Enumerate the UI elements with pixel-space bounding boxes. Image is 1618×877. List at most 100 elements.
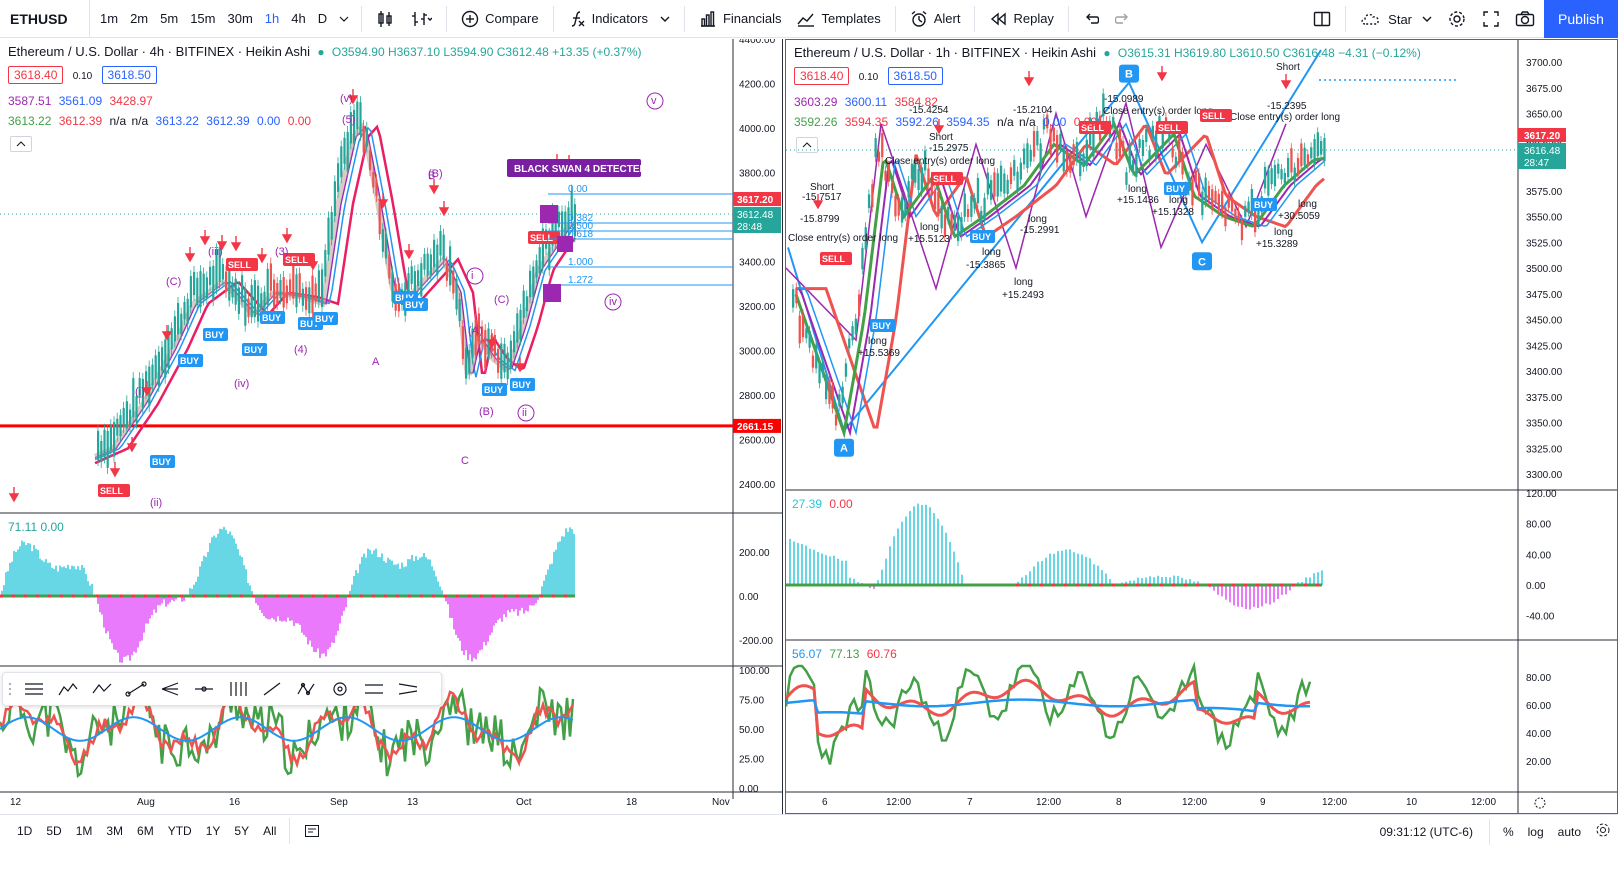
order-annotation: Short [929, 132, 953, 143]
right-sell-button[interactable]: 3618.40 [794, 67, 850, 85]
gear-icon[interactable] [1534, 797, 1546, 809]
candle [1151, 125, 1154, 137]
alert-button[interactable]: Alert [902, 0, 969, 38]
candle [263, 291, 266, 308]
buy-badge [178, 354, 203, 367]
candle [1207, 185, 1211, 201]
candle [247, 298, 250, 318]
percent-toggle[interactable]: % [1502, 824, 1514, 839]
candle [413, 271, 416, 292]
ind-value: 3600.11 [844, 95, 888, 109]
candle [298, 273, 301, 298]
time-tick: 12:00 [1471, 797, 1496, 808]
range-5y[interactable]: 5Y [234, 824, 250, 838]
templates-button[interactable]: Templates [789, 0, 888, 38]
calendar-range-icon [305, 825, 320, 837]
abc-wave-tool[interactable] [85, 672, 119, 706]
timeframe-1m[interactable]: 1m [100, 11, 119, 26]
price-tick: 2400.00 [739, 480, 776, 491]
candle [177, 302, 180, 335]
candle [1263, 166, 1267, 189]
fib-tool[interactable] [221, 672, 255, 706]
signal-label: SELL [1081, 123, 1105, 133]
symbol-search[interactable]: ETHUSD [0, 0, 90, 38]
range-all[interactable]: All [263, 824, 277, 838]
snapshot-button[interactable] [1508, 0, 1542, 38]
log-toggle[interactable]: log [1527, 824, 1544, 839]
timeframe-dropdown[interactable] [333, 0, 355, 38]
candle [1032, 131, 1036, 157]
settings-button[interactable] [1440, 0, 1474, 38]
timeframe-30m[interactable]: 30m [227, 11, 253, 26]
star-button[interactable]: Star [1352, 0, 1440, 38]
timeframe-15m[interactable]: 15m [190, 11, 216, 26]
collapse-legend-button[interactable] [796, 137, 818, 153]
fork-tool[interactable] [153, 672, 187, 706]
left-chart-canvas[interactable]: 4400.004200.004000.003800.003600.003400.… [0, 39, 783, 814]
financials-button[interactable]: Financials [691, 0, 790, 38]
range-ytd[interactable]: YTD [167, 824, 192, 838]
parallel-channel-tool[interactable] [357, 672, 391, 706]
candle [407, 273, 410, 302]
range-5d[interactable]: 5D [46, 824, 62, 838]
timeframe-4h[interactable]: 4h [291, 11, 306, 26]
replay-button[interactable]: Replay [981, 0, 1061, 38]
range-1d[interactable]: 1D [17, 824, 33, 838]
heikin-button[interactable] [402, 0, 440, 38]
auto-toggle[interactable]: auto [1557, 824, 1581, 839]
redo-button[interactable] [1107, 0, 1139, 38]
indicators-button[interactable]: Indicators [560, 0, 678, 38]
candle [253, 280, 256, 317]
layout-button[interactable] [1305, 0, 1339, 38]
range-1m[interactable]: 1M [75, 824, 93, 838]
moving-average-line [796, 124, 1325, 429]
bar-style-button[interactable] [368, 0, 402, 38]
right-buy-button[interactable]: 3618.50 [887, 67, 943, 85]
horizontal-line-tool[interactable] [187, 672, 221, 706]
collapse-legend-button[interactable] [10, 136, 32, 152]
candle [346, 131, 349, 172]
candle [525, 296, 528, 312]
range-3m[interactable]: 3M [106, 824, 124, 838]
timeframe-1h[interactable]: 1h [264, 11, 280, 26]
sell-badge [1079, 121, 1111, 134]
cycle-tool[interactable] [323, 672, 357, 706]
candle [874, 138, 877, 158]
undo-button[interactable] [1075, 0, 1107, 38]
chart-settings-button[interactable] [1588, 822, 1618, 841]
disjoint-channel-tool[interactable] [391, 672, 425, 706]
range-6m[interactable]: 6M [137, 824, 154, 838]
pattern-tool[interactable] [289, 672, 323, 706]
fib-label: 0.00 [568, 184, 588, 195]
range-1y[interactable]: 1Y [205, 824, 221, 838]
signal-label: SELL [1202, 111, 1226, 121]
candle [831, 384, 834, 409]
timeframe-D[interactable]: D [317, 11, 328, 26]
drag-handle[interactable] [3, 672, 17, 706]
right-chart[interactable]: 3700.003675.003650.003625.003600.003575.… [785, 39, 1618, 814]
timeframe-5m[interactable]: 5m [160, 11, 179, 26]
compare-button[interactable]: Compare [453, 0, 546, 38]
candle [798, 315, 801, 344]
sell-badge [98, 484, 130, 497]
candle [1313, 139, 1316, 165]
goto-date-button[interactable] [296, 823, 328, 839]
timeframe-2m[interactable]: 2m [130, 11, 149, 26]
candle [237, 287, 240, 314]
time-tick: 8 [1116, 797, 1122, 808]
left-sell-button[interactable]: 3618.40 [8, 66, 64, 84]
fullscreen-button[interactable] [1474, 0, 1508, 38]
clock[interactable]: 09:31:12 (UTC-6) [1379, 824, 1473, 839]
cursor-tool[interactable] [17, 672, 51, 706]
buy-badge [203, 328, 228, 341]
trend-line-tool[interactable] [119, 672, 153, 706]
candle [914, 162, 917, 183]
publish-button[interactable]: Publish [1544, 0, 1618, 38]
left-buy-button[interactable]: 3618.50 [101, 66, 157, 84]
elliott-wave-tool[interactable] [51, 672, 85, 706]
cloud-icon [1361, 13, 1380, 25]
right-chart-canvas[interactable]: 3700.003675.003650.003625.003600.003575.… [786, 40, 1617, 813]
sell-arrow-icon [230, 236, 242, 252]
ray-tool[interactable] [255, 672, 289, 706]
stoch-value: 60.76 [866, 647, 897, 661]
